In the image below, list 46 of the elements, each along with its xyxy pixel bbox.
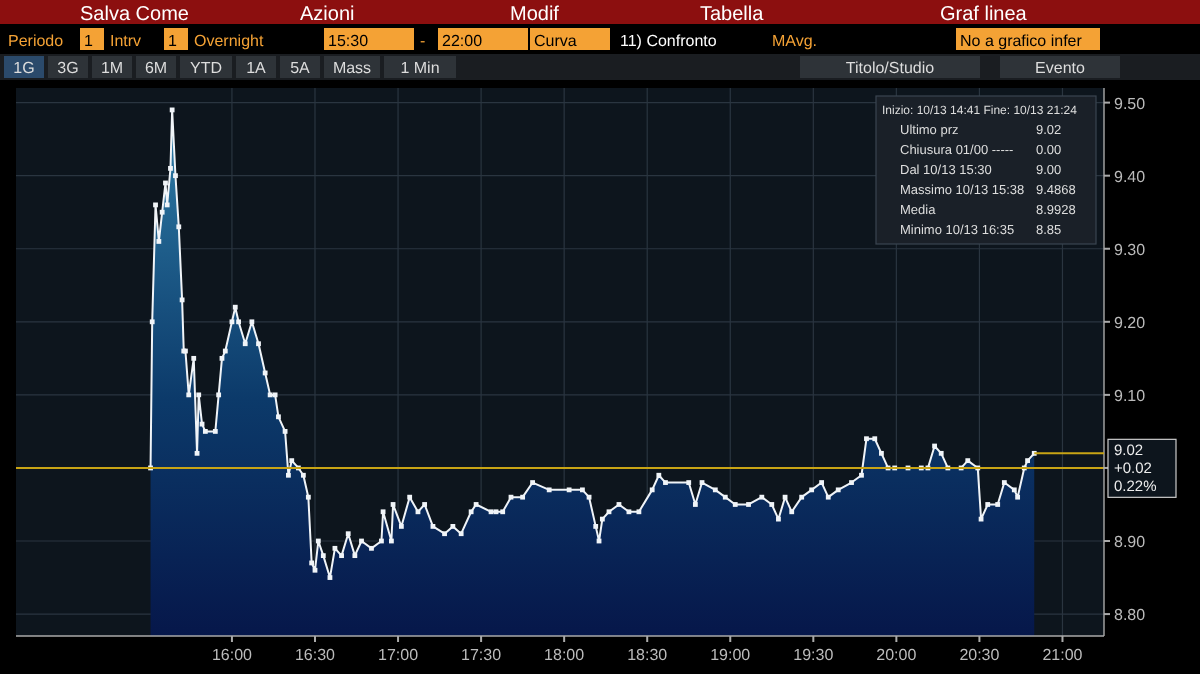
text: 22:00 [442, 32, 484, 50]
text: Salva Come [80, 4, 190, 26]
text: 3G [57, 59, 79, 77]
y-tick-label: 9.30 [1114, 240, 1147, 259]
y-tick-label: 9.40 [1114, 167, 1147, 186]
text: YTD [190, 59, 223, 77]
y-tick-label: 9.20 [1114, 313, 1147, 332]
x-tick-label: 16:00 [211, 646, 254, 664]
text: 6M [144, 59, 168, 77]
text: 5A [290, 59, 312, 77]
x-tick-label: 20:30 [959, 646, 1001, 664]
y-tick-label: 8.80 [1114, 606, 1147, 625]
y-tick-label: 8.90 [1114, 533, 1147, 552]
text: Graf linea [940, 4, 1028, 26]
text: 1M [100, 59, 124, 77]
x-tick-label: 19:00 [710, 646, 752, 664]
text: MAvg. [772, 32, 818, 50]
text: Overnight [194, 32, 265, 50]
text: 1G [13, 59, 35, 77]
text: Evento [1035, 59, 1087, 77]
y-tick-label: 9.10 [1114, 386, 1147, 405]
text: 1 [84, 32, 94, 50]
x-tick-label: 18:30 [627, 646, 669, 664]
text: Intrv [110, 32, 142, 50]
text: Tabella [700, 4, 765, 26]
text: Mass [332, 59, 372, 77]
x-tick-label: 20:00 [876, 646, 918, 664]
x-tick-label: 17:30 [461, 646, 503, 664]
x-tick-label: 21:00 [1042, 646, 1084, 664]
text: 11) Confronto [620, 32, 718, 50]
text: No a grafico infer [960, 32, 1083, 50]
y-tick-label: 9.50 [1114, 94, 1147, 113]
text: 1 [168, 32, 178, 50]
text: 15:30 [328, 32, 370, 50]
text: Curva [534, 32, 578, 50]
text: Azioni [300, 4, 355, 26]
x-tick-label: 16:30 [294, 646, 337, 664]
text: Titolo/Studio [845, 59, 936, 77]
x-tick-label: 18:00 [544, 646, 586, 664]
text: Modif [510, 4, 560, 26]
text: 1 Min [400, 59, 440, 77]
text: Periodo [8, 32, 65, 50]
text: - [420, 32, 426, 50]
text: 1A [246, 59, 268, 77]
x-tick-label: 17:00 [378, 646, 420, 664]
x-tick-label: 19:30 [793, 646, 835, 664]
